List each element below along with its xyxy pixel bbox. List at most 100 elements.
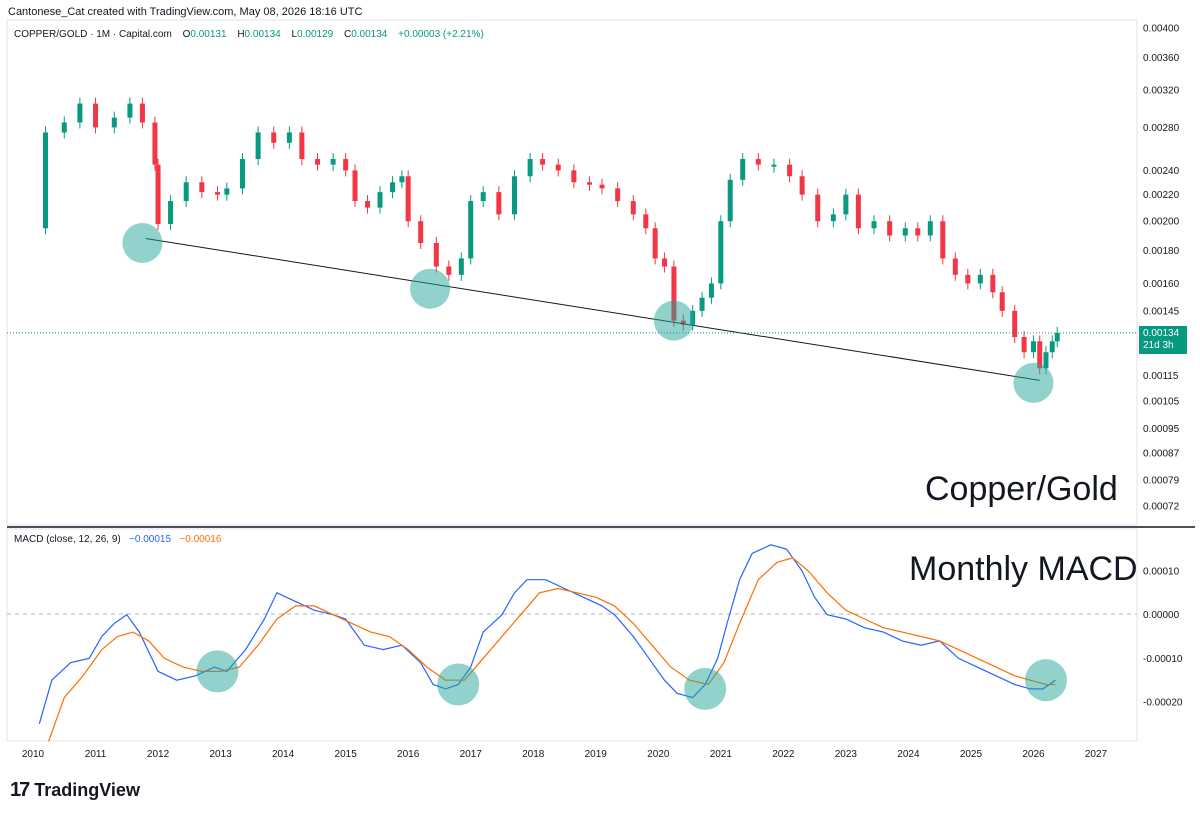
candle-body <box>771 164 777 167</box>
candle-body <box>871 221 877 229</box>
time-tick-label: 2011 <box>85 749 107 760</box>
candle-body <box>458 258 464 275</box>
time-tick-label: 2026 <box>1022 749 1045 760</box>
last-price-label: 0.00134 21d 3h <box>1139 326 1187 354</box>
candle-body <box>540 159 546 165</box>
candle-body <box>352 170 358 202</box>
time-tick-label: 2025 <box>960 749 983 760</box>
candle-body <box>1037 341 1043 369</box>
macd-tick-label: 0.00000 <box>1143 610 1180 621</box>
close-value: 0.00134 <box>351 29 388 40</box>
candle-body <box>239 159 245 189</box>
candle-body <box>843 194 849 215</box>
candle-body <box>887 221 893 236</box>
candle-body <box>405 176 411 222</box>
candle-body <box>480 192 486 202</box>
candle-body <box>468 201 474 259</box>
candle-body <box>43 132 49 229</box>
candle-body <box>255 132 261 160</box>
support-trendline <box>145 237 1040 381</box>
macd-highlight-circle <box>437 663 480 706</box>
macd-line-value: −0.00015 <box>129 534 172 545</box>
price-tick-label: 0.00200 <box>1143 217 1180 228</box>
candle-body <box>615 188 621 202</box>
candle-body <box>1021 337 1027 353</box>
candle-body <box>127 103 133 118</box>
candle-body <box>511 176 517 215</box>
candle-body <box>990 274 996 293</box>
candle-body <box>286 132 292 143</box>
candle-body <box>799 176 805 195</box>
price-tick-label: 0.00320 <box>1143 86 1180 97</box>
candle-body <box>787 164 793 177</box>
candle-body <box>1012 310 1018 338</box>
candle-body <box>214 192 220 195</box>
close-label: C <box>343 29 352 40</box>
candle-body <box>93 103 99 128</box>
macd-highlight-circle <box>1024 659 1067 702</box>
price-tick-label: 0.00095 <box>1143 424 1180 435</box>
price-annotation: Copper/Gold <box>925 470 1118 508</box>
last-price-value: 0.00134 <box>1143 328 1180 339</box>
time-tick-label: 2013 <box>209 749 232 760</box>
candle-body <box>855 194 861 229</box>
candle-body <box>740 159 746 180</box>
candle-body <box>727 179 733 222</box>
high-value: 0.00134 <box>244 29 281 40</box>
macd-tick-label: 0.00010 <box>1143 567 1180 578</box>
price-tick-label: 0.00400 <box>1143 24 1180 35</box>
candle-body <box>330 159 336 165</box>
time-tick-label: 2014 <box>272 749 295 760</box>
candle-body <box>399 176 405 183</box>
low-value: 0.00129 <box>297 29 334 40</box>
candle-body <box>662 258 668 267</box>
price-tick-label: 0.00160 <box>1143 279 1180 290</box>
candle-body <box>630 201 636 215</box>
brand-name: TradingView <box>34 780 140 800</box>
candle-body <box>718 221 724 284</box>
low-label: L <box>291 29 298 40</box>
candle-body <box>139 103 145 123</box>
candle-body <box>915 228 921 236</box>
macd-annotation: Monthly MACD <box>909 550 1138 588</box>
time-tick-label: 2015 <box>335 749 358 760</box>
candle-body <box>343 159 349 171</box>
candle-body <box>299 132 305 160</box>
tradingview-logo[interactable]: 17 TradingView <box>10 779 140 802</box>
candle-body <box>1043 352 1049 369</box>
price-tick-label: 0.00072 <box>1143 502 1180 513</box>
candle-body <box>155 164 161 225</box>
candle-body <box>199 182 205 193</box>
price-tick-label: 0.00240 <box>1143 166 1180 177</box>
price-tick-label: 0.00087 <box>1143 449 1180 460</box>
price-pane-frame <box>6 19 1138 526</box>
macd-tick-label: -0.00020 <box>1143 698 1183 709</box>
tradingview-mark-icon: 17 <box>10 779 30 801</box>
candle-body <box>643 214 649 229</box>
price-tick-label: 0.00220 <box>1143 190 1180 201</box>
price-tick-label: 0.00115 <box>1143 371 1179 382</box>
macd-label: MACD (close, 12, 26, 9) <box>14 534 121 545</box>
candle-body <box>1054 332 1060 342</box>
price-tick-label: 0.00145 <box>1143 306 1180 317</box>
author-credit: Cantonese_Cat created with TradingView.c… <box>8 6 363 18</box>
price-axis: 0.00400 0.00360 0.00320 0.00280 0.00240 0.002… <box>1143 24 1180 513</box>
candle-body <box>61 122 67 133</box>
candle-body <box>815 194 821 222</box>
candle-body <box>168 201 174 225</box>
price-highlight-circle <box>122 222 163 263</box>
candle-body <box>390 182 396 193</box>
candle-body <box>418 221 424 243</box>
price-series <box>7 97 1137 381</box>
candle-body <box>599 184 605 189</box>
high-label: H <box>237 29 245 40</box>
price-tick-label: 0.00280 <box>1143 123 1180 134</box>
candle-body <box>496 192 502 215</box>
candle-body <box>433 242 439 267</box>
candle-body <box>902 228 908 236</box>
time-tick-label: 2018 <box>522 749 545 760</box>
candle-body <box>1030 341 1036 353</box>
candle-body <box>152 122 158 165</box>
time-tick-label: 2022 <box>772 749 795 760</box>
